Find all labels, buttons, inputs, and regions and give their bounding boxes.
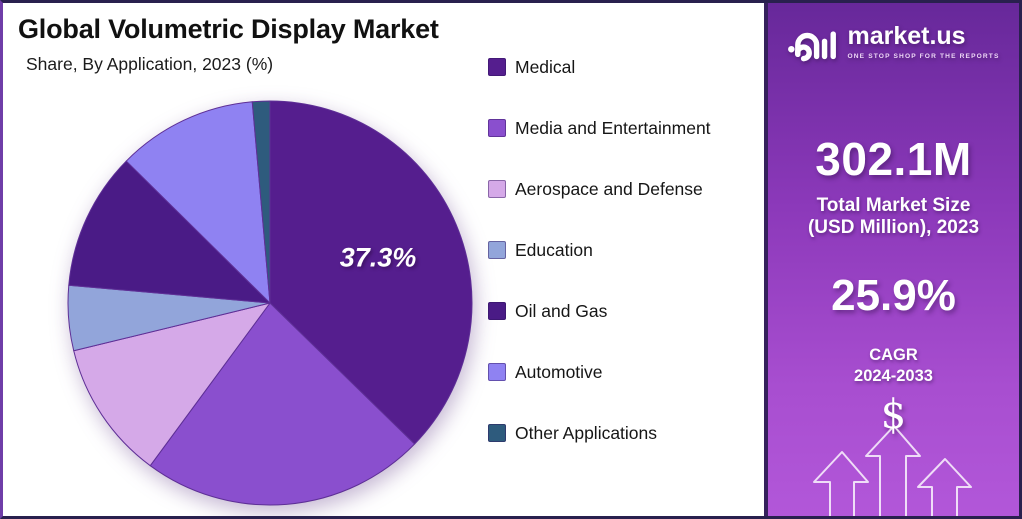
legend-label: Aerospace and Defense (515, 178, 703, 199)
pie-slice-value-medical: 37.3% (340, 243, 417, 273)
pie-slice-oil-and-gas (68, 160, 271, 304)
pie-slice-media-and-entertainment (149, 302, 416, 506)
legend-swatch (488, 241, 506, 259)
market-size-label-line2: (USD Million), 2023 (807, 216, 980, 238)
legend-item-media-and-entertainment: Media and Entertainment (488, 118, 711, 138)
pie-slice-other-applications (251, 100, 271, 304)
arrow-right (917, 458, 972, 516)
dollar-sign: $ (880, 392, 907, 438)
side-panel: market.us ONE STOP SHOP FOR THE REPORTS … (768, 3, 1019, 516)
market-size-label: Total Market Size (USD Million), 2023 (768, 195, 1019, 239)
legend-item-medical: Medical (488, 57, 711, 77)
legend-swatch (488, 119, 506, 137)
legend-swatch (488, 302, 506, 320)
pie-chart: 37.3% (67, 100, 473, 506)
legend-item-oil-and-gas: Oil and Gas (488, 301, 711, 321)
arrow-middle (865, 425, 921, 516)
pie-slice-aerospace-and-defense (73, 302, 271, 467)
legend-swatch (488, 180, 506, 198)
pie-slice-automotive (125, 101, 271, 304)
chart-subtitle: Share, By Application, 2023 (%) (26, 54, 274, 74)
brand-name: market.us (847, 22, 966, 50)
legend-label: Automotive (515, 361, 603, 382)
legend-label: Media and Entertainment (515, 117, 711, 138)
market-us-logo-icon (788, 31, 837, 62)
legend-label: Other Applications (515, 422, 658, 443)
legend-item-other-applications: Other Applications (488, 423, 711, 443)
chart-panel: Global Volumetric Display Market Share, … (3, 3, 768, 516)
legend-label: Oil and Gas (515, 300, 608, 321)
legend-item-automotive: Automotive (488, 362, 711, 382)
cagr-label-line1: CAGR (869, 346, 918, 364)
legend-swatch (488, 363, 506, 381)
market-size-label-line1: Total Market Size (816, 195, 971, 216)
legend-label: Education (515, 239, 593, 260)
growth-arrows-icon (813, 425, 972, 516)
arrow-left (813, 451, 869, 516)
market-size-value: 302.1M (815, 133, 972, 185)
cagr-label: CAGR 2024-2033 (768, 345, 1019, 386)
legend-item-aerospace-and-defense: Aerospace and Defense (488, 179, 711, 199)
legend: Medical Media and Entertainment Aerospace … (488, 57, 711, 443)
legend-swatch (488, 58, 506, 76)
pie-slice-medical (269, 100, 473, 445)
legend-swatch (488, 424, 506, 442)
legend-item-education: Education (488, 240, 711, 260)
brand: market.us ONE STOP SHOP FOR THE REPORTS (768, 21, 1019, 63)
brand-tagline: ONE STOP SHOP FOR THE REPORTS (847, 53, 1000, 60)
brand-text: market.us ONE STOP SHOP FOR THE REPORTS (847, 22, 1000, 61)
cagr-value: 25.9% (831, 271, 956, 320)
chart-title: Global Volumetric Display Market (18, 14, 439, 44)
legend-label: Medical (515, 56, 576, 77)
cagr-label-line2: 2024-2033 (854, 366, 933, 385)
